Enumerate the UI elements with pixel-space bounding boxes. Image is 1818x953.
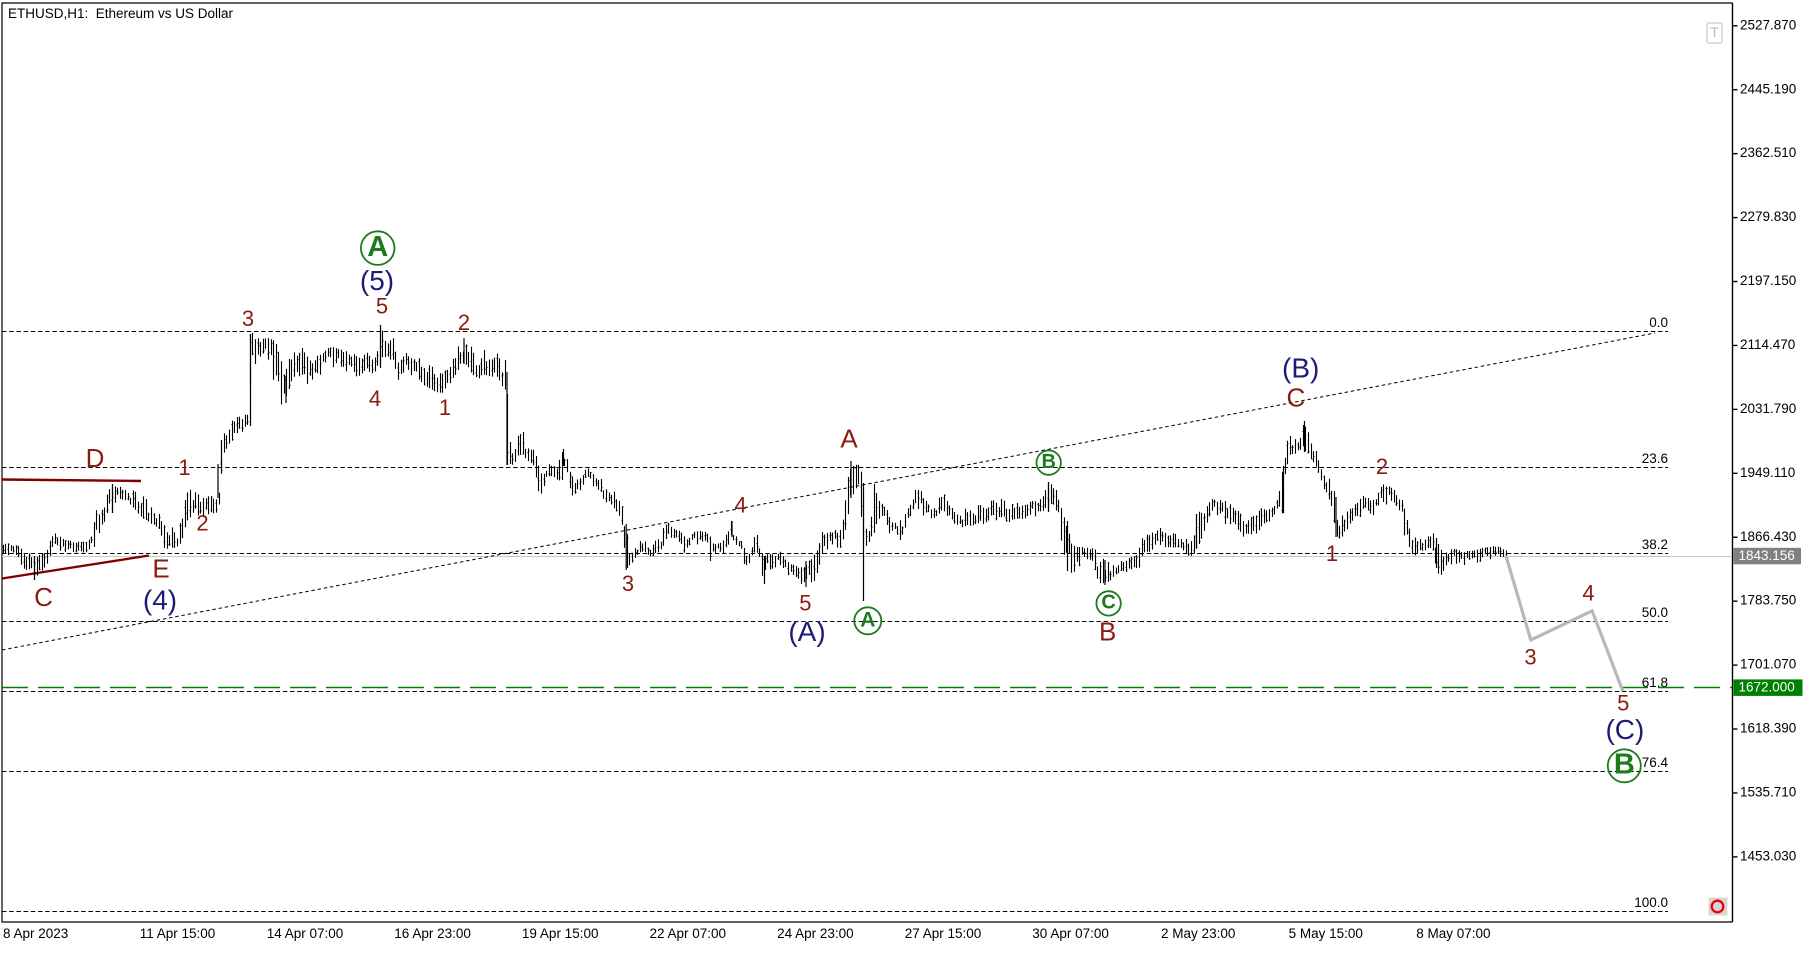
svg-text:14 Apr 07:00: 14 Apr 07:00 <box>267 926 344 941</box>
svg-text:1618.390: 1618.390 <box>1740 721 1796 736</box>
svg-text:1866.430: 1866.430 <box>1740 529 1796 544</box>
svg-text:2445.190: 2445.190 <box>1740 81 1796 96</box>
svg-text:50.0: 50.0 <box>1642 605 1668 620</box>
svg-text:4: 4 <box>734 492 746 517</box>
svg-text:0.0: 0.0 <box>1649 315 1668 330</box>
svg-text:A: A <box>860 608 875 631</box>
svg-text:24 Apr 23:00: 24 Apr 23:00 <box>777 926 854 941</box>
svg-text:4: 4 <box>1582 581 1594 606</box>
svg-text:23.6: 23.6 <box>1642 451 1668 466</box>
svg-text:61.8: 61.8 <box>1642 675 1668 690</box>
svg-text:1672.000: 1672.000 <box>1739 680 1795 695</box>
svg-text:A: A <box>840 424 858 454</box>
svg-text:1: 1 <box>439 395 451 420</box>
svg-text:1535.710: 1535.710 <box>1740 785 1796 800</box>
svg-text:3: 3 <box>242 306 254 331</box>
svg-text:2 May 23:00: 2 May 23:00 <box>1161 926 1235 941</box>
svg-text:2197.150: 2197.150 <box>1740 273 1796 288</box>
svg-text:(C): (C) <box>1605 714 1644 745</box>
svg-text:2: 2 <box>1376 454 1388 479</box>
svg-text:B: B <box>1041 451 1055 473</box>
svg-text:2527.870: 2527.870 <box>1740 17 1796 32</box>
svg-text:1949.110: 1949.110 <box>1740 465 1795 480</box>
svg-text:27 Apr 15:00: 27 Apr 15:00 <box>905 926 982 941</box>
svg-text:1843.156: 1843.156 <box>1739 548 1795 563</box>
svg-text:22 Apr 07:00: 22 Apr 07:00 <box>650 926 727 941</box>
svg-text:76.4: 76.4 <box>1642 755 1669 770</box>
svg-text:100.0: 100.0 <box>1634 895 1668 910</box>
svg-text:2: 2 <box>458 310 470 335</box>
svg-text:5 May 15:00: 5 May 15:00 <box>1289 926 1363 941</box>
svg-text:1: 1 <box>178 455 190 480</box>
svg-text:5: 5 <box>376 293 388 318</box>
svg-text:1783.750: 1783.750 <box>1740 593 1796 608</box>
svg-text:1: 1 <box>1326 541 1338 566</box>
svg-text:(A): (A) <box>788 616 825 647</box>
svg-text:E: E <box>152 553 169 583</box>
svg-text:C: C <box>1101 592 1115 614</box>
svg-text:C: C <box>34 582 53 612</box>
svg-text:B: B <box>1099 616 1116 646</box>
svg-text:5: 5 <box>799 590 811 615</box>
svg-text:2114.470: 2114.470 <box>1740 337 1795 352</box>
svg-text:8 Apr 2023: 8 Apr 2023 <box>3 926 68 941</box>
svg-text:38.2: 38.2 <box>1642 537 1668 552</box>
svg-text:8 May 07:00: 8 May 07:00 <box>1416 926 1490 941</box>
svg-text:2: 2 <box>196 510 208 535</box>
svg-text:(B): (B) <box>1282 352 1319 383</box>
svg-text:30 Apr 07:00: 30 Apr 07:00 <box>1032 926 1109 941</box>
svg-text:2031.790: 2031.790 <box>1740 401 1796 416</box>
svg-text:A: A <box>367 231 388 263</box>
svg-text:B: B <box>1614 748 1635 780</box>
svg-text:D: D <box>86 443 105 473</box>
svg-text:C: C <box>1287 382 1306 412</box>
svg-text:5: 5 <box>1617 690 1629 715</box>
svg-text:ETHUSD,H1: Ethereum vs US Dol: ETHUSD,H1: Ethereum vs US Dollar <box>8 6 234 21</box>
svg-text:4: 4 <box>369 386 381 411</box>
svg-text:(4): (4) <box>143 584 177 615</box>
svg-text:1701.070: 1701.070 <box>1740 657 1796 672</box>
svg-text:16 Apr 23:00: 16 Apr 23:00 <box>394 926 471 941</box>
svg-text:11 Apr 15:00: 11 Apr 15:00 <box>140 926 216 941</box>
svg-text:19 Apr 15:00: 19 Apr 15:00 <box>522 926 599 941</box>
svg-text:2362.510: 2362.510 <box>1740 145 1796 160</box>
svg-text:T: T <box>1710 24 1719 40</box>
svg-text:2279.830: 2279.830 <box>1740 209 1796 224</box>
svg-text:3: 3 <box>622 571 634 596</box>
svg-text:3: 3 <box>1524 645 1536 670</box>
svg-text:(5): (5) <box>360 265 394 296</box>
svg-text:1453.030: 1453.030 <box>1740 848 1796 863</box>
